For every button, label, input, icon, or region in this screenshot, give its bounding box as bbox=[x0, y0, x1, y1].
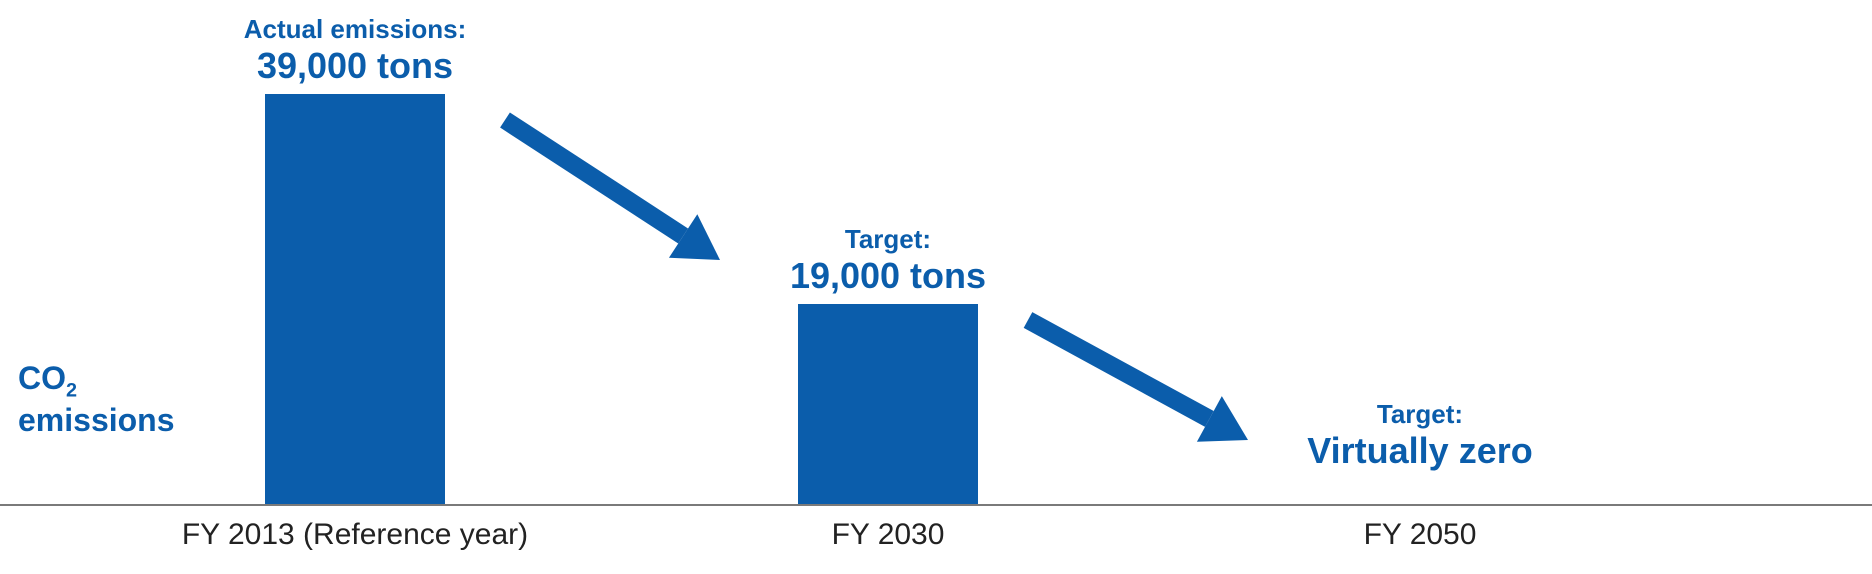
emissions-chart: CO2 emissions Actual emissions:39,000 to… bbox=[0, 0, 1872, 574]
trend-arrow-2 bbox=[0, 0, 1872, 574]
